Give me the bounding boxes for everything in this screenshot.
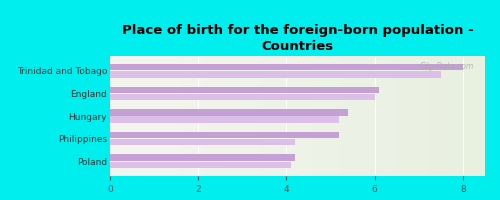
- Bar: [110, 109, 348, 116]
- Bar: [110, 162, 291, 168]
- Bar: [110, 87, 379, 93]
- Bar: [110, 139, 296, 145]
- Bar: [110, 94, 374, 100]
- Bar: [110, 132, 340, 138]
- Text: City-Data.com: City-Data.com: [420, 62, 474, 71]
- Bar: [110, 154, 296, 161]
- Title: Place of birth for the foreign-born population -
Countries: Place of birth for the foreign-born popu…: [122, 24, 474, 53]
- Bar: [110, 71, 441, 78]
- Bar: [110, 116, 340, 123]
- Bar: [110, 64, 463, 70]
